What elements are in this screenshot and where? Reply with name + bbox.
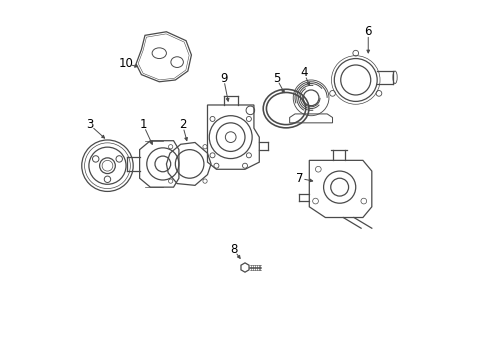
Text: 3: 3 (86, 118, 93, 131)
Text: 9: 9 (220, 72, 227, 85)
Text: 1: 1 (140, 118, 147, 131)
Text: 8: 8 (230, 243, 237, 256)
Text: 4: 4 (300, 66, 308, 79)
Text: 6: 6 (365, 25, 372, 38)
Text: 5: 5 (273, 72, 280, 85)
Text: 10: 10 (119, 57, 134, 71)
Text: 7: 7 (295, 172, 303, 185)
Text: 2: 2 (179, 118, 186, 131)
